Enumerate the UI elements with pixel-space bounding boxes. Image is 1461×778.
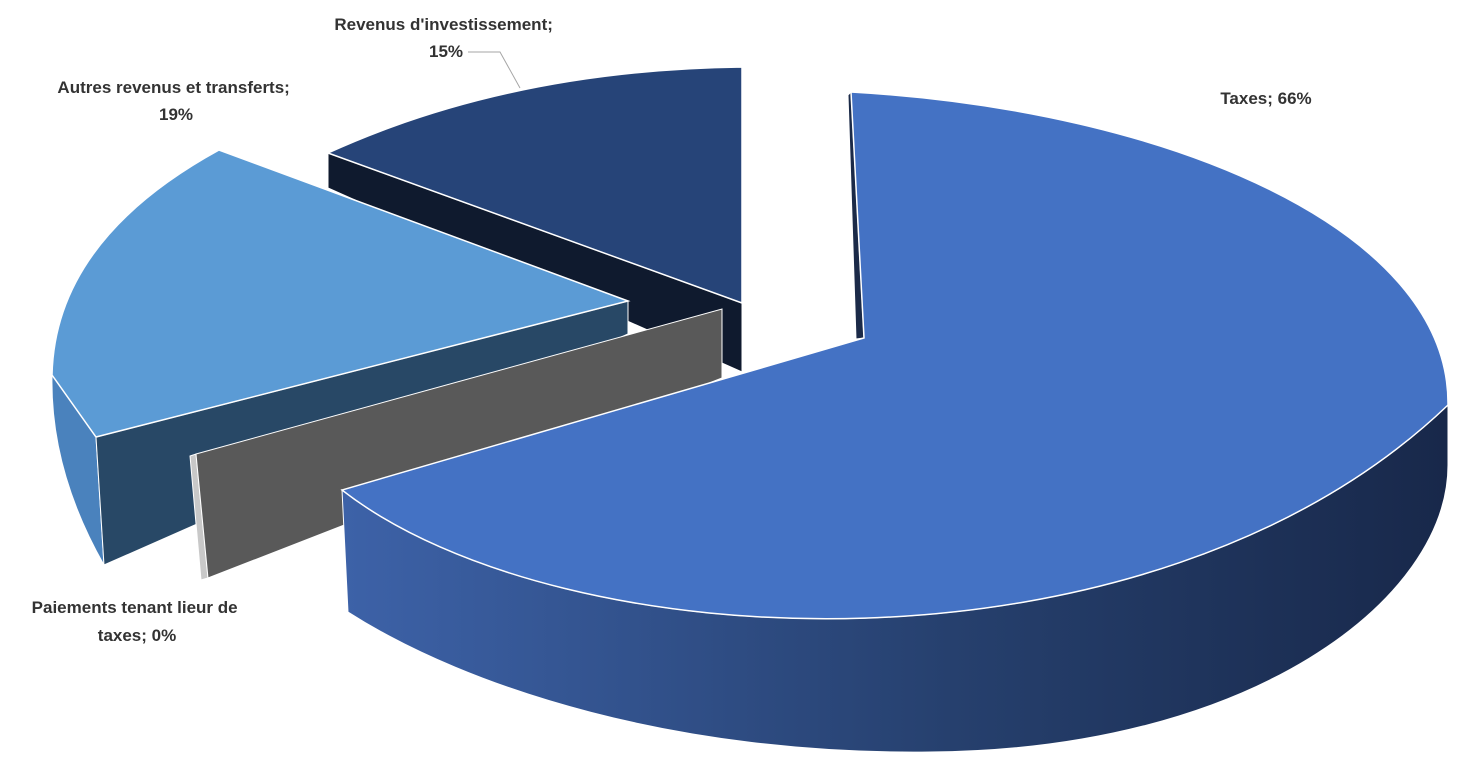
slice-taxes-top xyxy=(340,91,1449,620)
slice-paiements-tenant-lieu[interactable] xyxy=(189,308,723,581)
leader-line-revenus-investissement xyxy=(468,51,521,89)
data-label-autres-revenus: Autres revenus et transferts; 19% xyxy=(57,78,294,124)
data-label-paiements-tenant-lieu: Paiements tenant lieur de taxes; 0% xyxy=(32,598,243,645)
slice-autres-revenus-outer xyxy=(51,373,105,566)
slice-autres-revenus-top xyxy=(51,149,631,438)
data-label-revenus-investissement: Revenus d'investissement; 15% xyxy=(334,15,557,61)
slice-taxes[interactable] xyxy=(340,90,1449,753)
data-label-taxes: Taxes; 66% xyxy=(1220,89,1311,108)
data-labels: Taxes; 66% Revenus d'investissement; 15%… xyxy=(32,15,1312,645)
slice-paiements-face xyxy=(195,308,723,579)
slice-revenus-investissement-top xyxy=(326,66,743,305)
slice-revenus-investissement[interactable] xyxy=(326,66,743,373)
